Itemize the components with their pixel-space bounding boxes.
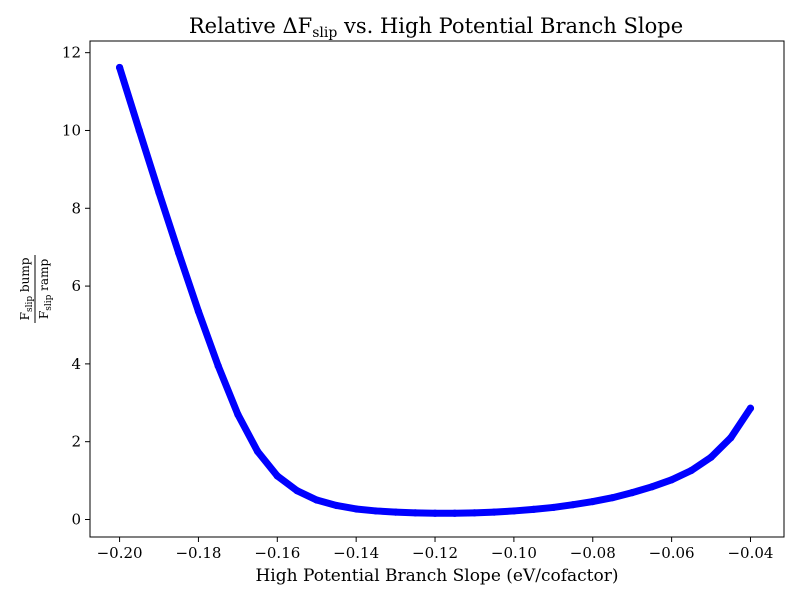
data-point [175,249,183,257]
data-point [135,126,143,135]
data-point [549,503,557,512]
data-point [589,497,597,506]
data-point [451,509,459,517]
data-point [293,487,301,495]
x-tick-label: −0.20 [97,544,143,562]
data-point [510,507,518,515]
x-tick-label: −0.08 [570,544,616,562]
data-point [372,507,380,515]
data-point [332,501,341,510]
y-tick-label: 6 [71,277,81,295]
data-point [115,63,124,72]
data-point [391,508,400,516]
data-point [608,494,617,502]
data-point [648,483,656,491]
y-tick-label: 10 [62,121,81,139]
data-point [234,410,242,419]
data-point [628,489,636,497]
y-tick-label: 0 [71,510,81,528]
x-tick-label: −0.18 [175,544,221,562]
y-tick-label: 8 [71,199,81,217]
chart-title: Relative ΔFslip vs. High Potential Branc… [189,14,683,41]
data-point [746,404,755,412]
data-point [352,505,360,513]
data-point [569,501,577,509]
data-point [707,453,715,461]
data-point [313,496,321,504]
x-tick-label: −0.06 [649,544,695,562]
data-point [668,476,676,484]
y-axis-label-numerator: Fslip bump [18,257,35,320]
data-point [490,508,498,516]
y-axis: 0 2 4 6 8 10 12 [62,44,90,528]
plot-frame [89,40,785,538]
data-point [194,307,203,315]
x-tick-label: −0.16 [254,544,300,562]
y-axis-label-denominator: Fslip ramp [37,259,54,320]
data-point [155,189,163,197]
data-point [411,509,419,517]
data-point [214,362,222,370]
data-point [470,509,479,517]
data-point [253,447,262,456]
x-axis-label: High Potential Branch Slope (eV/cofactor… [255,566,618,586]
x-tick-label: −0.10 [491,544,537,562]
data-point [727,434,735,442]
data-point [530,505,538,513]
x-tick-label: −0.14 [333,544,379,562]
data-point [687,466,695,475]
y-tick-label: 2 [71,433,81,451]
data-point [273,472,281,480]
x-tick-label: −0.12 [412,544,458,562]
data-series [115,63,755,517]
x-axis: −0.20 −0.18 −0.16 −0.14 −0.12 −0.10 −0.08 −0.06… [97,537,773,562]
y-axis-label: Fslip bump Fslip ramp [18,255,54,323]
x-tick-label: −0.04 [727,544,773,562]
y-tick-label: 12 [62,44,81,62]
y-tick-label: 4 [71,355,81,373]
data-point [431,509,439,517]
series-line [116,63,754,517]
